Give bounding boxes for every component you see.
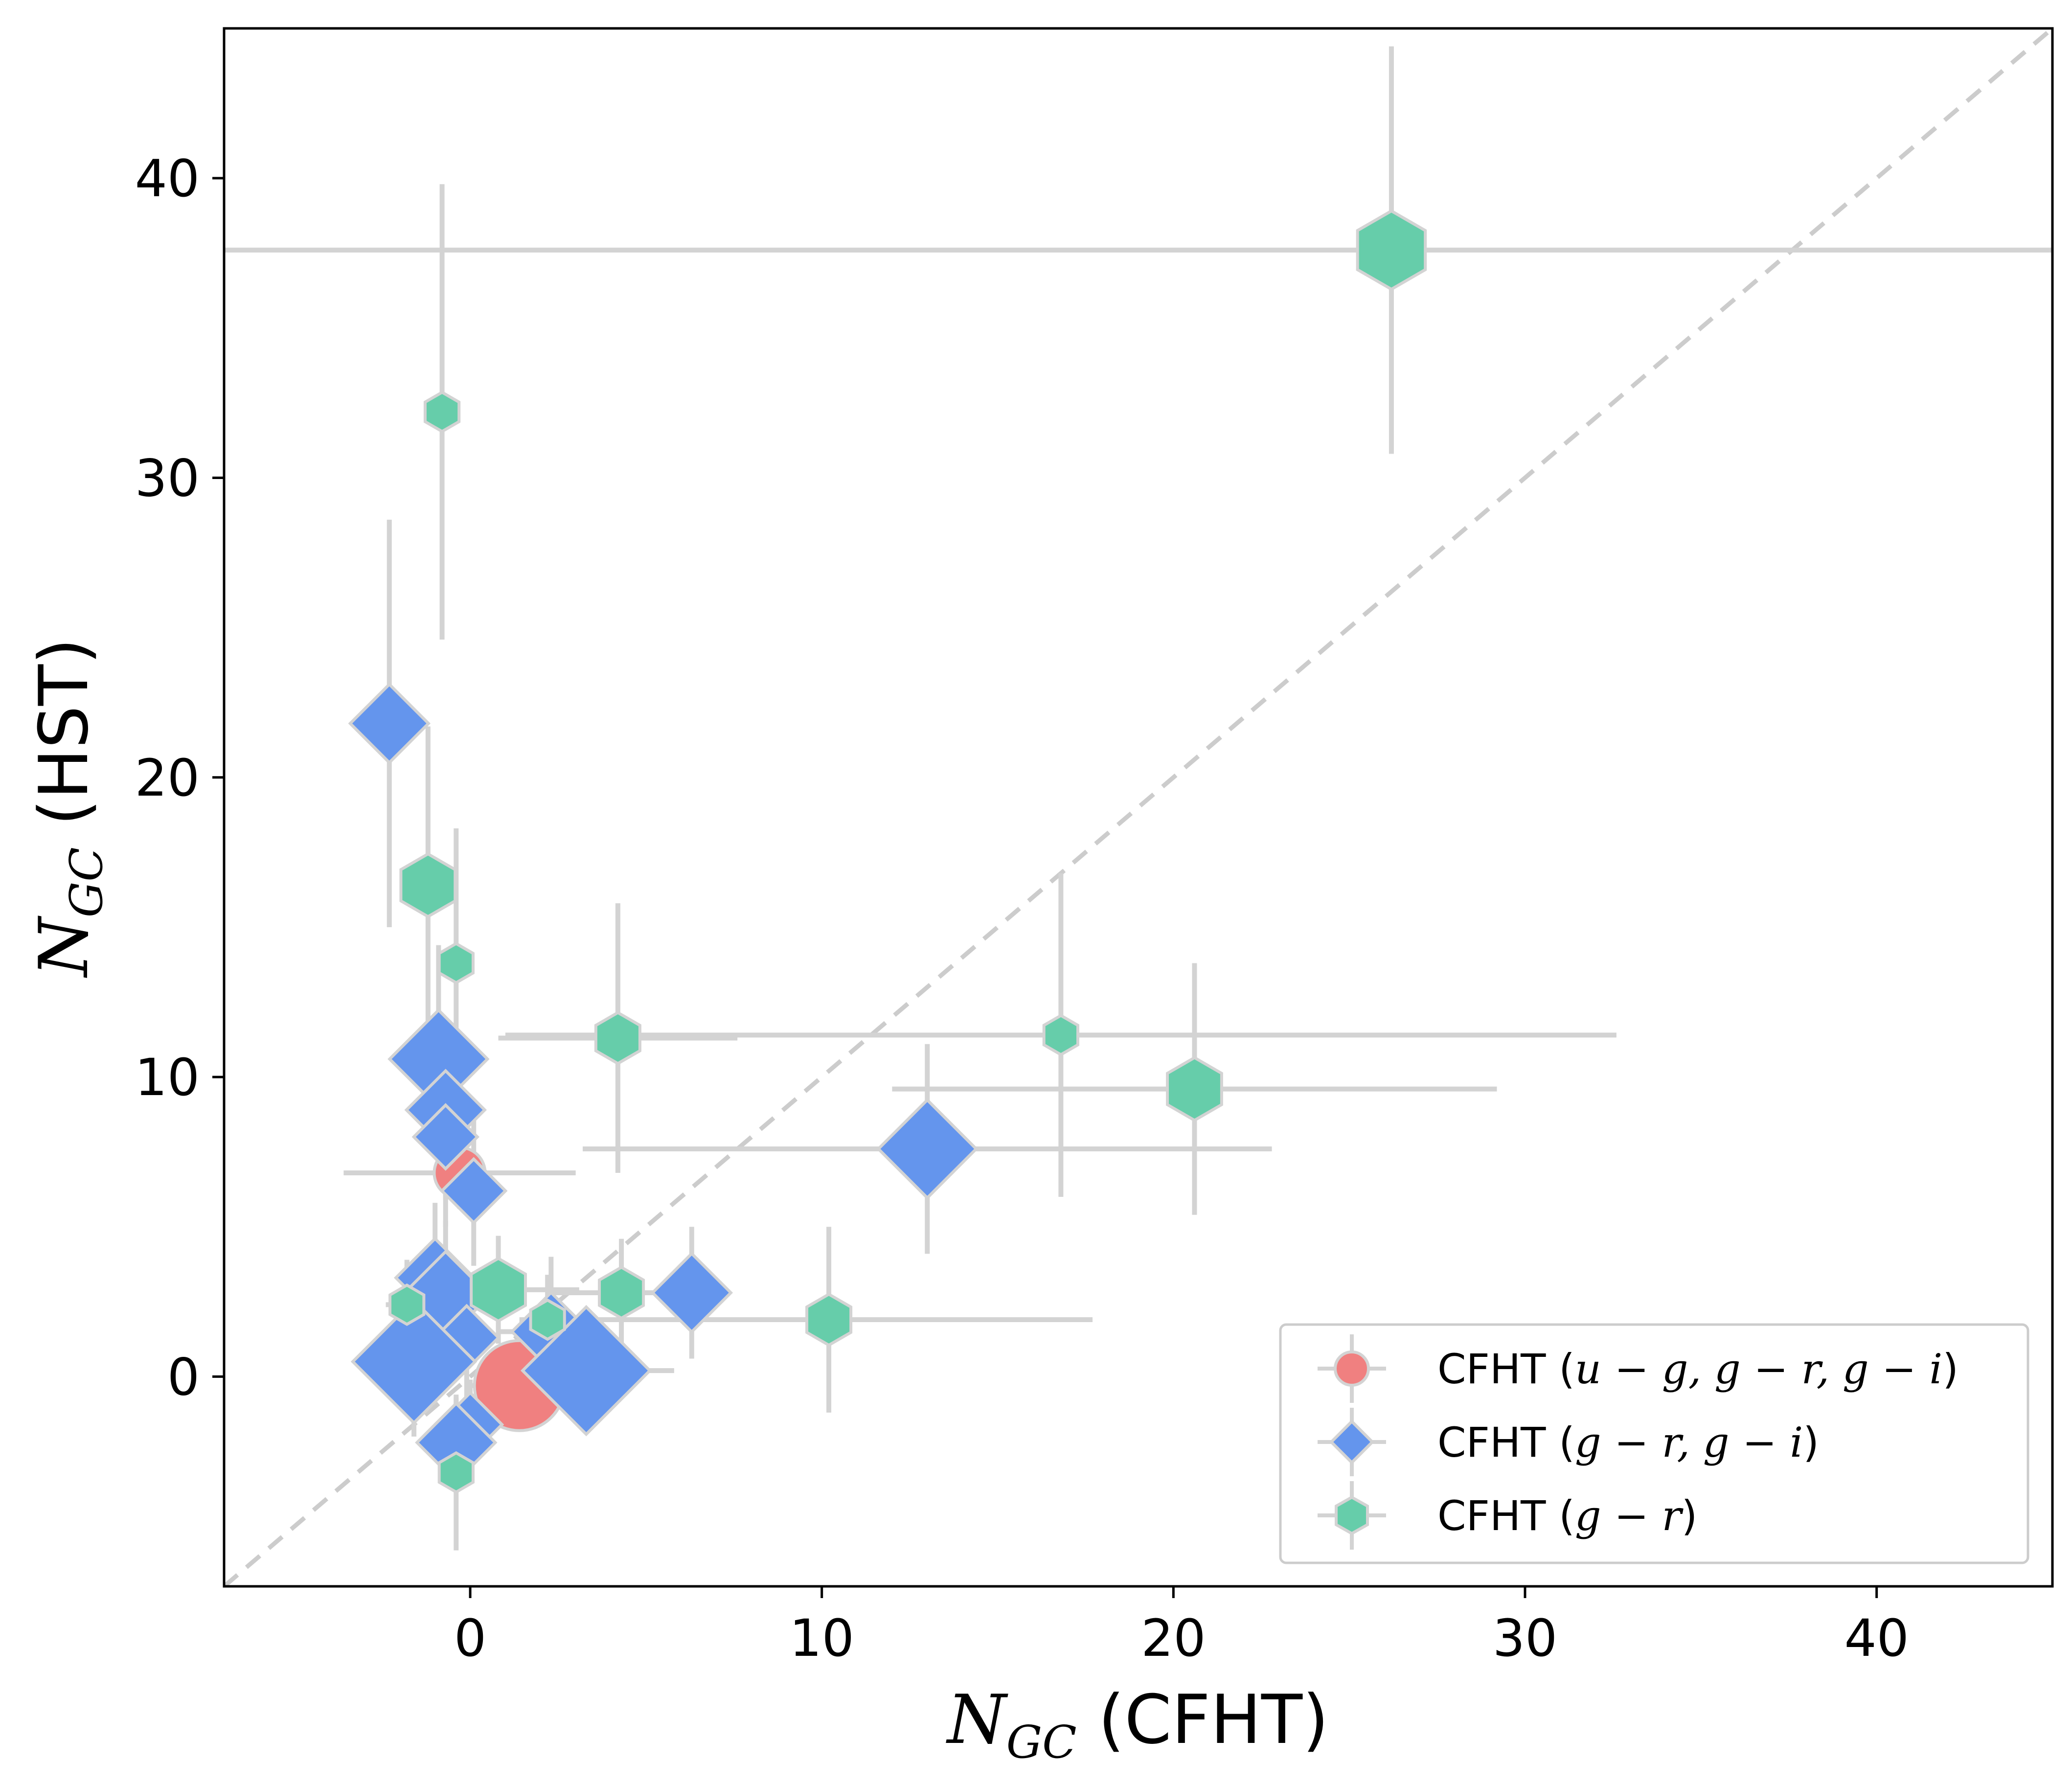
y-tick-label: 40 <box>135 149 200 208</box>
one-to-one-reference-line <box>224 28 2052 1586</box>
legend-label-gr-gi: CFHT (g − r, g − i) <box>1437 1419 1819 1466</box>
x-tick-label: 40 <box>1844 1608 1909 1668</box>
diamond-marker <box>348 682 431 765</box>
x-tick-label: 30 <box>1493 1608 1557 1668</box>
hexagon-marker <box>529 1298 566 1341</box>
hexagon-marker <box>470 1257 527 1323</box>
hexagon-marker <box>437 941 475 984</box>
legend-entry-ugr-gr-gi: CFHT (u − g, g − r, g − i) <box>1318 1334 1958 1403</box>
hexagon-marker <box>1166 1056 1223 1122</box>
plot-frame <box>223 27 2054 1588</box>
hexagon-marker <box>1356 209 1427 291</box>
x-tick-label: 20 <box>1141 1608 1206 1668</box>
legend-frame <box>1279 1323 2029 1564</box>
legend: CFHT (u − g, g − r, g − i) CFHT (g − r, … <box>1279 1323 2029 1564</box>
hexagon-marker <box>594 1011 641 1065</box>
y-axis-label: NGC (HST) <box>24 638 113 978</box>
y-tick-label: 20 <box>135 748 200 808</box>
y-tick-label: 10 <box>135 1048 200 1107</box>
hexagon-marker <box>437 1451 475 1494</box>
x-tick-label: 0 <box>454 1608 486 1668</box>
hexagon-marker <box>399 852 457 918</box>
diamond-marker <box>350 1298 478 1425</box>
diamond-marker <box>411 1103 479 1171</box>
y-tick-label: 0 <box>167 1347 200 1407</box>
legend-circle-marker <box>1334 1350 1370 1387</box>
legend-entry-gr-gi: CFHT (g − r, g − i) <box>1318 1408 1819 1476</box>
diamond-marker <box>520 1304 652 1437</box>
diamond-marker <box>876 1098 979 1200</box>
x-axis-ticks: 0 10 20 30 40 <box>454 1586 1909 1668</box>
x-axis-label: NGC (CFHT) <box>946 1680 1329 1768</box>
hexagon-marker <box>388 1283 426 1326</box>
legend-hexagon-marker <box>1335 1495 1369 1535</box>
hexagon-marker <box>423 390 461 434</box>
legend-label-ugr-gr-gi: CFHT (u − g, g − r, g − i) <box>1437 1345 1958 1393</box>
data-markers <box>348 209 1427 1494</box>
diamond-marker <box>650 1251 733 1334</box>
hexagon-marker <box>598 1265 645 1320</box>
legend-diamond-marker <box>1329 1419 1375 1465</box>
diamond-marker <box>440 1157 508 1225</box>
legend-entry-gr: CFHT (g − r) <box>1318 1481 1697 1550</box>
hexagon-marker <box>805 1292 853 1347</box>
x-tick-label: 10 <box>790 1608 854 1668</box>
y-tick-label: 30 <box>135 448 200 508</box>
hexagon-marker <box>1042 1013 1080 1056</box>
legend-label-gr: CFHT (g − r) <box>1437 1492 1697 1540</box>
y-axis-ticks: 0 10 20 30 40 <box>135 149 224 1407</box>
